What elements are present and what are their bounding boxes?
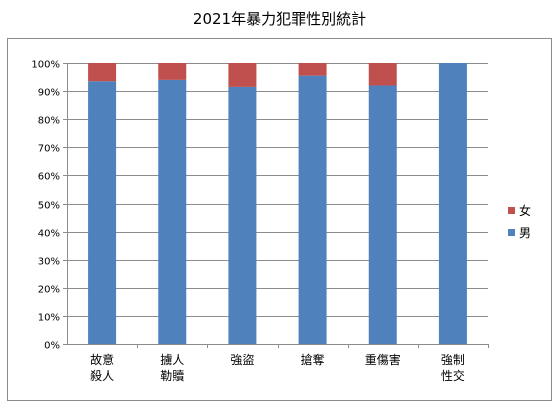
y-tick-label: 60% — [38, 172, 60, 183]
x-tick-label-line: 強盜 — [230, 352, 254, 367]
y-tick-label: 0% — [44, 341, 60, 352]
x-tick-label-line: 搶奪 — [301, 352, 325, 367]
x-tick-label-line: 故意 — [90, 352, 114, 367]
bar-segment — [228, 63, 257, 87]
bar-segment — [368, 85, 397, 344]
legend-label: 男 — [519, 226, 531, 240]
bar-segment — [158, 63, 187, 80]
x-tick-label: 故意殺人 — [90, 352, 114, 383]
x-tick-label-line: 重傷害 — [365, 352, 401, 367]
legend-label: 女 — [519, 203, 531, 218]
legend-swatch — [508, 229, 515, 236]
x-tick-label-line: 勒贖 — [160, 368, 184, 383]
x-tick-label: 擄人勒贖 — [160, 353, 184, 383]
bar-segment — [298, 75, 327, 345]
y-tick-label: 20% — [38, 285, 60, 296]
bar-segment — [158, 79, 187, 345]
legend: 女男 — [508, 203, 531, 240]
gridlines — [67, 63, 488, 345]
bar-segment — [88, 81, 117, 344]
bar-segment — [298, 63, 327, 76]
bar-segment — [88, 63, 117, 82]
y-tick-label: 50% — [38, 201, 60, 212]
y-tick-label: 40% — [38, 229, 60, 240]
x-tick-label-line: 殺人 — [90, 369, 114, 383]
x-tick-label-line: 擄人 — [160, 353, 184, 367]
x-tick-label: 強盜 — [230, 352, 254, 367]
bar-segment — [438, 63, 467, 344]
bars — [88, 63, 467, 345]
y-tick-label: 30% — [38, 257, 60, 268]
y-tick-label: 90% — [38, 88, 60, 99]
x-tick-label: 重傷害 — [365, 352, 401, 367]
y-tick-label: 10% — [38, 313, 60, 324]
x-tick-label: 強制性交 — [441, 353, 465, 383]
x-tick-label-line: 性交 — [441, 368, 465, 383]
y-tick-label: 100% — [31, 60, 60, 71]
x-tick-label: 搶奪 — [301, 352, 325, 367]
chart-frame — [7, 38, 552, 401]
axes — [63, 63, 489, 348]
bar-segment — [368, 63, 397, 86]
tick-labels: 0% 10% 20% 30% 40% 50% 60% 70% 80% 90% 100% 故意殺人 擄人勒… — [31, 60, 465, 384]
y-tick-label: 70% — [38, 144, 60, 155]
x-tick-label-line: 強制 — [441, 353, 465, 367]
chart-title: 2021年暴力犯罪性別統計 — [192, 10, 367, 28]
legend-swatch — [508, 207, 515, 214]
bar-segment — [228, 86, 257, 344]
y-tick-label: 80% — [38, 116, 60, 127]
